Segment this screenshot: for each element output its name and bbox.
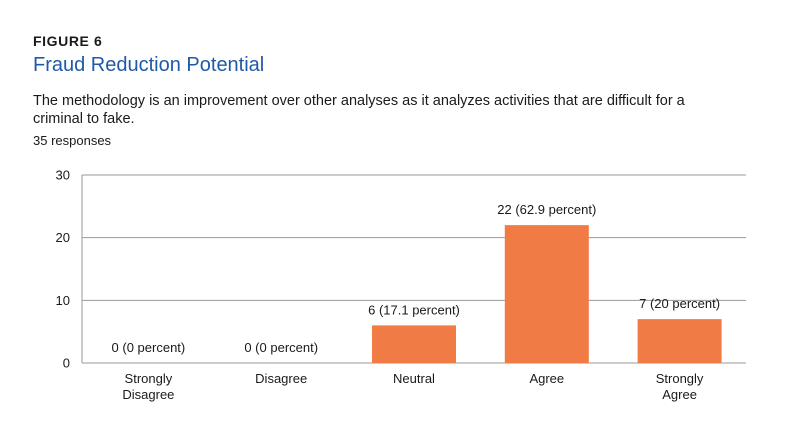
- data-label: 6 (17.1 percent): [368, 302, 460, 317]
- response-count: 35 responses: [33, 133, 112, 148]
- x-tick-label-line: Agree: [529, 371, 564, 386]
- data-label: 0 (0 percent): [244, 340, 318, 355]
- x-tick-label: Agree: [529, 371, 564, 386]
- bar: [372, 325, 456, 363]
- x-tick-label-line: Disagree: [122, 387, 174, 402]
- y-tick-label: 20: [56, 230, 70, 245]
- data-label: 0 (0 percent): [112, 340, 186, 355]
- x-tick-label: Disagree: [255, 371, 307, 386]
- y-tick-label: 30: [56, 168, 70, 183]
- data-label: 7 (20 percent): [639, 296, 720, 311]
- y-tick-label: 0: [63, 356, 70, 371]
- bar: [637, 319, 722, 363]
- x-tick-label-line: Strongly: [125, 371, 173, 386]
- x-tick-label: Strongly Disagree: [122, 371, 174, 402]
- x-tick-label: Strongly Agree: [656, 371, 704, 402]
- chart-subtitle: The methodology is an improvement over o…: [33, 93, 685, 127]
- x-tick-label-line: Disagree: [255, 371, 307, 386]
- x-tick-label: Neutral: [393, 371, 435, 386]
- chart-title: Fraud Reduction Potential: [33, 54, 265, 76]
- y-tick-label: 10: [56, 293, 70, 308]
- bar: [504, 225, 589, 363]
- figure-label: FIGURE 6: [33, 33, 103, 49]
- x-tick-label-line: Agree: [662, 387, 697, 402]
- data-label: 22 (62.9 percent): [497, 202, 596, 217]
- x-tick-label-line: Neutral: [393, 371, 435, 386]
- x-tick-label-line: Strongly: [656, 371, 704, 386]
